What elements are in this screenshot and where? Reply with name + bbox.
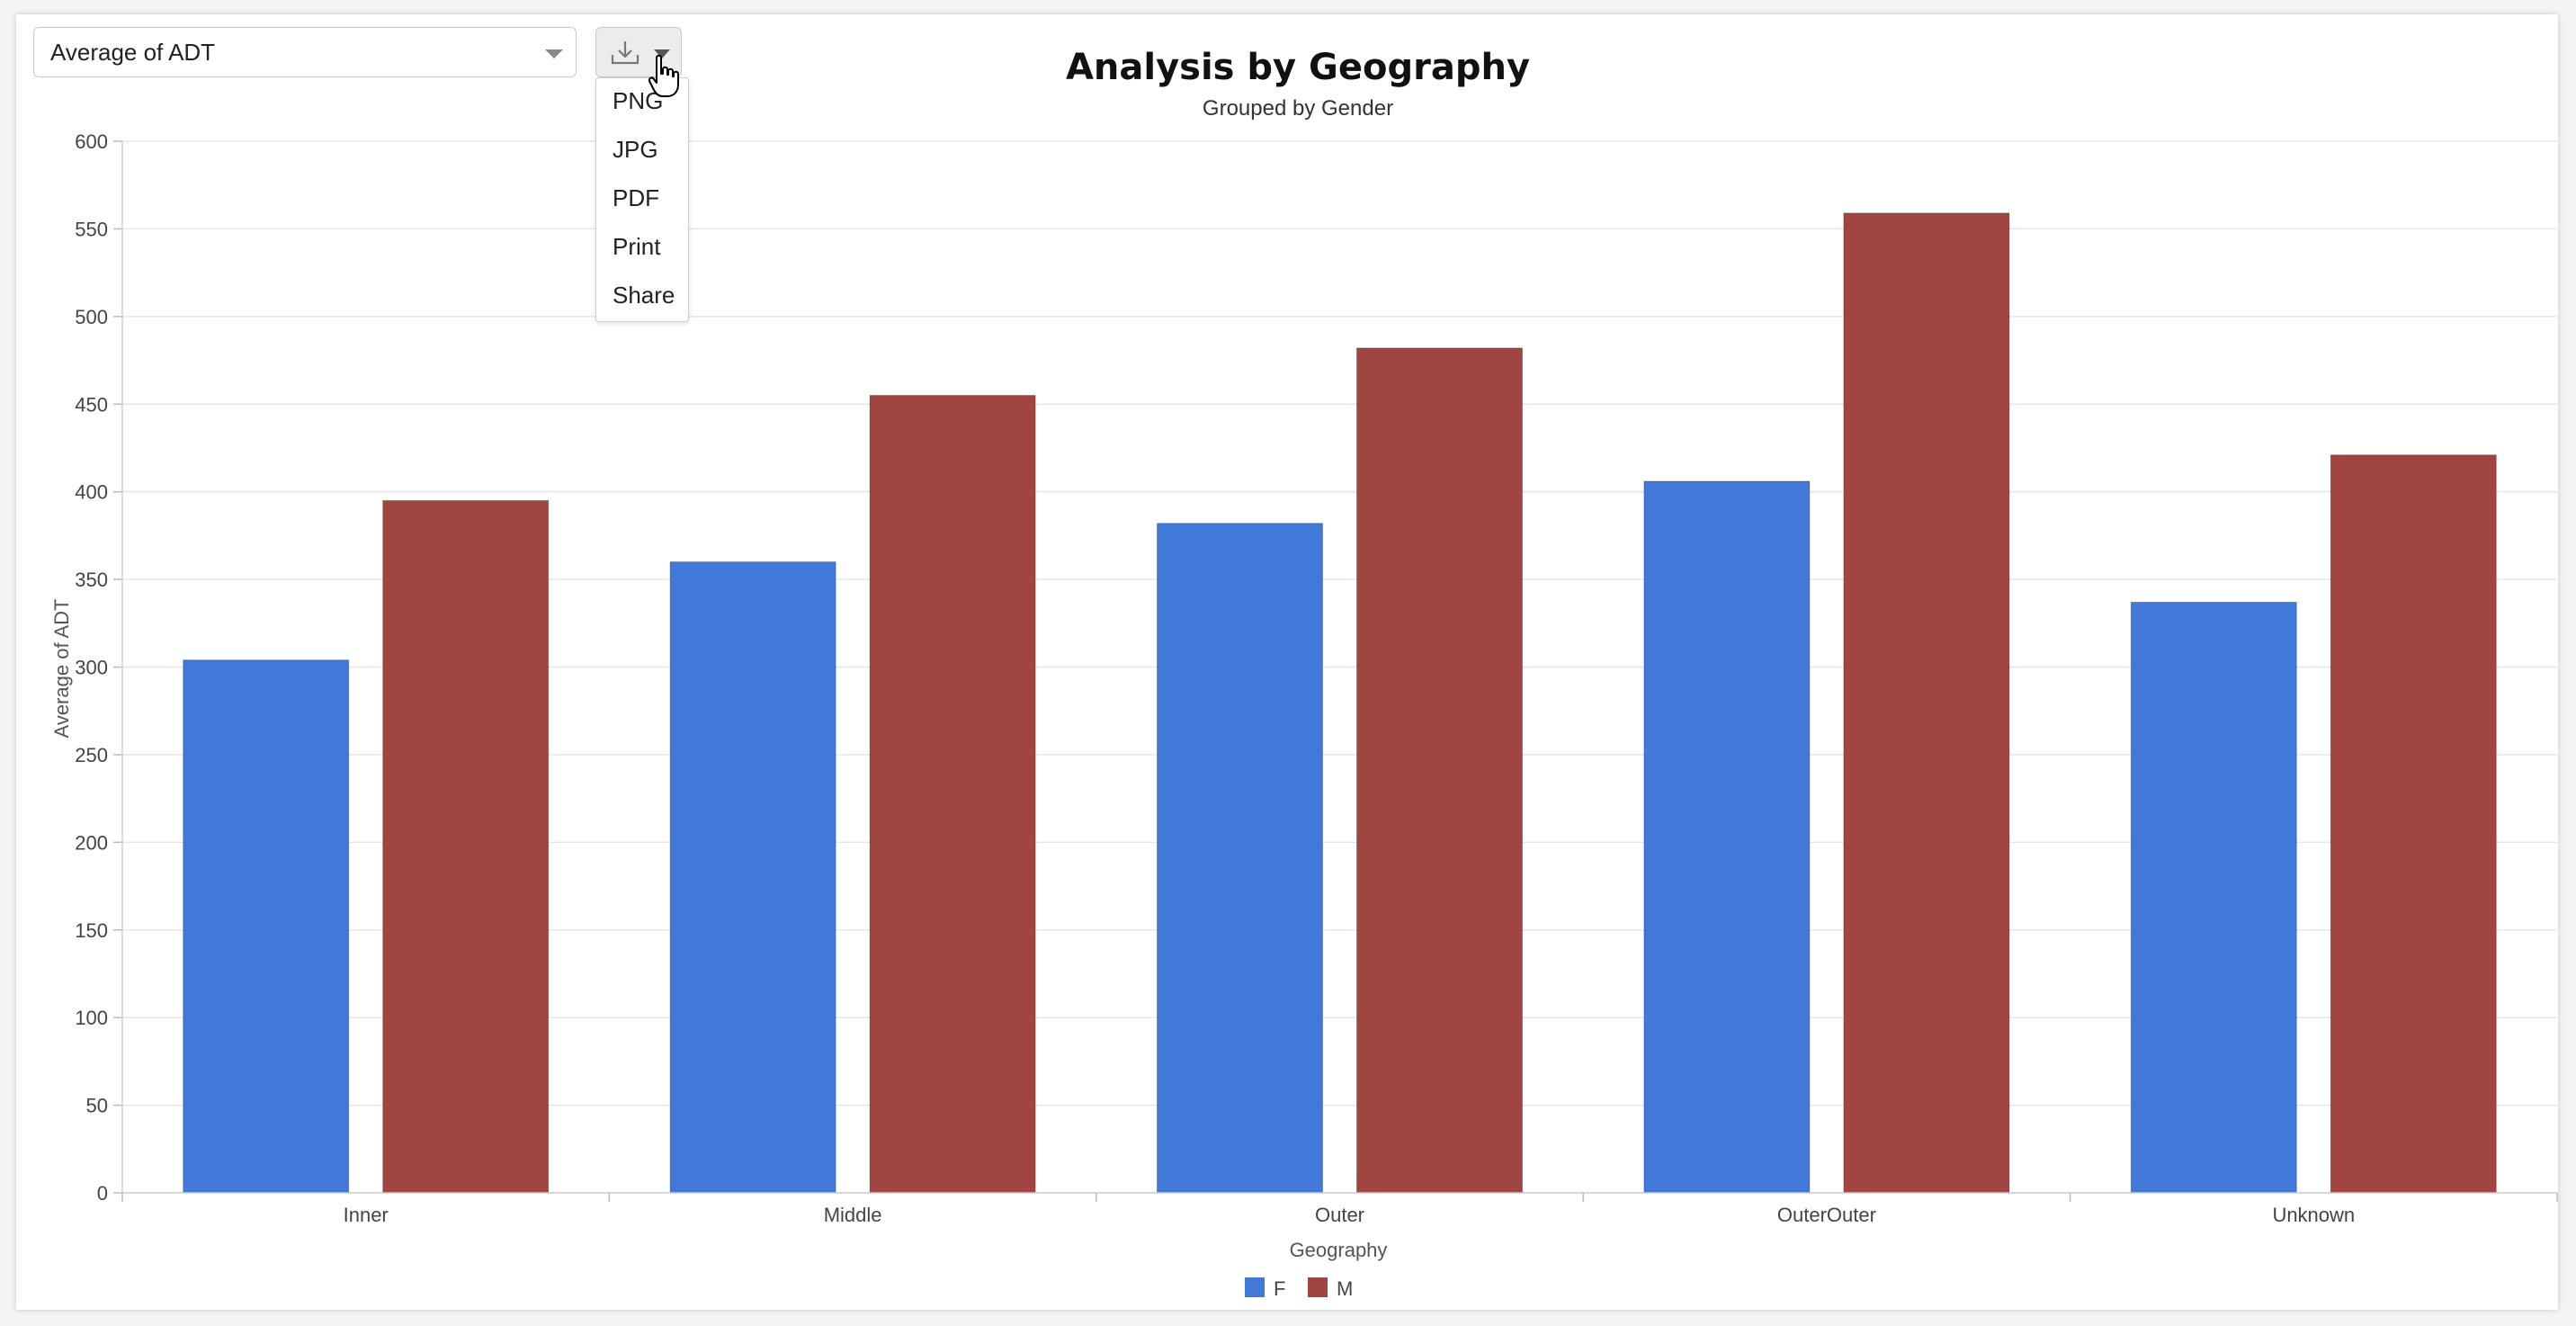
x-tick-label: Outer (1315, 1204, 1364, 1226)
chart-title: Analysis by Geography (1066, 47, 1530, 88)
bars (183, 212, 2497, 1194)
x-tick-label: Middle (824, 1204, 882, 1226)
menu-item-pdf[interactable]: PDF (613, 184, 659, 211)
y-tick-label: 500 (75, 306, 108, 328)
y-tick-label: 350 (75, 569, 108, 591)
y-tick-label: 400 (75, 481, 108, 504)
export-menu: PNG JPG PDF Print Share (595, 77, 689, 322)
y-tick-label: 450 (75, 393, 108, 416)
legend-swatch-m (1308, 1277, 1328, 1297)
y-tick-label: 250 (75, 744, 108, 766)
x-tick-label: Unknown (2272, 1204, 2355, 1226)
bar-m-outer (1356, 347, 1523, 1194)
menu-item-jpg[interactable]: JPG (613, 136, 658, 163)
y-axis: 0 50 100 150 200 250 300 350 400 450 500 550 600 (75, 130, 123, 1205)
bar-f-outerouter (1643, 480, 1811, 1194)
legend-label-m: M (1337, 1277, 1353, 1300)
x-axis: Inner Middle Outer OuterOuter Unknown (121, 1192, 2558, 1226)
y-tick-label: 100 (75, 1007, 108, 1029)
y-tick-label: 600 (75, 130, 108, 153)
menu-item-share[interactable]: Share (613, 282, 675, 309)
measure-select[interactable]: Average of ADT (33, 27, 577, 77)
bar-m-middle (869, 395, 1036, 1194)
chevron-down-icon (654, 49, 670, 58)
bar-f-inner (183, 659, 350, 1194)
bar-m-unknown (2330, 454, 2497, 1194)
bar-m-inner (382, 499, 550, 1194)
y-tick-label: 0 (97, 1182, 108, 1205)
x-tick-label: OuterOuter (1777, 1204, 1876, 1226)
bar-f-outer (1157, 523, 1323, 1194)
y-tick-label: 550 (75, 218, 108, 240)
legend-swatch-f (1245, 1277, 1265, 1297)
menu-item-print[interactable]: Print (613, 233, 661, 260)
y-tick-label: 200 (75, 831, 108, 854)
chart-subtitle: Grouped by Gender (1203, 96, 1393, 121)
x-axis-label: Geography (1290, 1239, 1388, 1261)
bar-f-unknown (2130, 601, 2297, 1194)
bar-f-middle (669, 561, 836, 1194)
y-tick-label: 50 (86, 1095, 108, 1117)
chevron-down-icon (545, 49, 563, 58)
bar-m-outerouter (1843, 212, 2010, 1194)
x-tick-label: Inner (344, 1204, 389, 1226)
y-tick-label: 300 (75, 657, 108, 679)
legend-label-f: F (1274, 1277, 1285, 1300)
hand-cursor-icon (648, 54, 679, 97)
y-axis-label: Average of ADT (50, 599, 73, 739)
measure-select-value: Average of ADT (50, 38, 216, 66)
y-tick-label: 150 (75, 919, 108, 942)
download-icon (611, 41, 640, 65)
